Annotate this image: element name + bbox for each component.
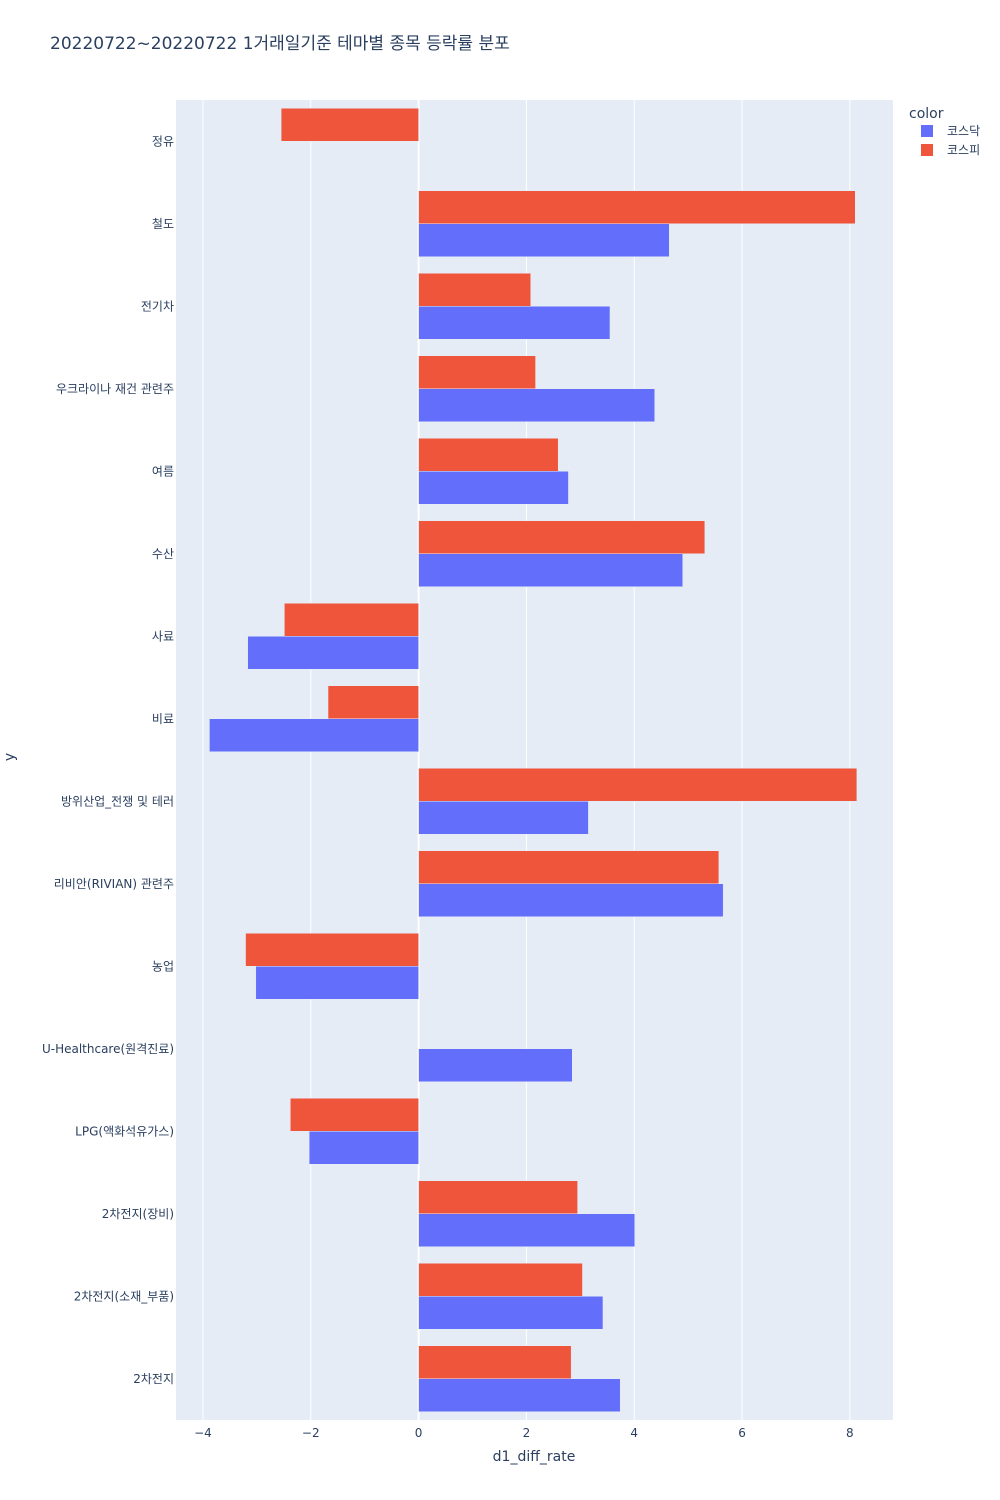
bar-kosdaq bbox=[418, 306, 611, 340]
y-tick-label: 사료 bbox=[152, 629, 174, 643]
y-tick-label: 수산 bbox=[152, 547, 174, 561]
y-tick-label: 정유 bbox=[152, 134, 174, 148]
bar-kosdaq bbox=[418, 1296, 604, 1330]
bar-kospi bbox=[418, 273, 531, 307]
x-tick-label: 8 bbox=[846, 1426, 854, 1440]
y-tick-label: 비료 bbox=[152, 712, 174, 726]
x-tick-labels: −4 −2 0 2 4 6 8 bbox=[194, 1426, 854, 1440]
bar-kospi bbox=[418, 520, 706, 554]
bar-kosdaq bbox=[247, 636, 419, 670]
y-tick-label: 2차전지(소재_부품) bbox=[74, 1289, 174, 1303]
y-tick-label: 여름 bbox=[152, 464, 174, 478]
bar-kosdaq bbox=[418, 1378, 621, 1412]
y-tick-label: 철도 bbox=[152, 217, 174, 231]
bars bbox=[209, 108, 858, 1412]
bar-kosdaq bbox=[308, 1131, 419, 1165]
x-tick-label: 4 bbox=[630, 1426, 638, 1440]
y-tick-label: 2차전지(장비) bbox=[102, 1207, 174, 1221]
legend-title: color bbox=[909, 106, 944, 122]
bar-kospi bbox=[418, 1180, 578, 1214]
bar-kospi bbox=[418, 1263, 583, 1297]
bar-kospi bbox=[284, 603, 419, 637]
bar-kospi bbox=[418, 1345, 572, 1379]
bar-kosdaq bbox=[418, 801, 589, 835]
bar-kosdaq bbox=[418, 471, 569, 505]
y-tick-label: 리비안(RIVIAN) 관련주 bbox=[54, 877, 174, 891]
bar-kosdaq bbox=[418, 1048, 573, 1082]
bar-kospi bbox=[418, 768, 858, 802]
bar-kosdaq bbox=[418, 553, 684, 587]
bar-kosdaq bbox=[209, 718, 419, 752]
x-tick-label: −2 bbox=[302, 1426, 320, 1440]
bar-kosdaq bbox=[418, 883, 724, 917]
bar-kosdaq bbox=[418, 388, 655, 422]
chart-title: 20220722~20220722 1거래일기준 테마별 종목 등락률 분포 bbox=[50, 34, 510, 54]
bar-kospi bbox=[418, 190, 856, 224]
y-tick-label: 우크라이나 재건 관련주 bbox=[56, 382, 174, 396]
legend-label[interactable]: 코스피 bbox=[947, 143, 980, 157]
y-tick-label: 방위산업_전쟁 및 테러 bbox=[61, 794, 174, 808]
y-axis-title: y bbox=[2, 753, 18, 761]
y-tick-label: 2차전지 bbox=[133, 1372, 174, 1386]
bar-kosdaq bbox=[255, 966, 419, 1000]
bar-kospi bbox=[418, 438, 559, 472]
x-axis-title: d1_diff_rate bbox=[493, 1449, 576, 1465]
y-tick-label: U-Healthcare(원격진료) bbox=[42, 1042, 174, 1056]
y-tick-label: 전기차 bbox=[141, 299, 174, 313]
x-tick-label: 0 bbox=[415, 1426, 423, 1440]
y-tick-label: 농업 bbox=[152, 959, 174, 973]
bar-kospi bbox=[418, 850, 720, 884]
y-tick-label: LPG(액화석유가스) bbox=[75, 1124, 174, 1138]
bar-kospi bbox=[327, 685, 419, 719]
bar-kospi bbox=[245, 933, 419, 967]
x-tick-label: 2 bbox=[523, 1426, 531, 1440]
legend-swatch[interactable] bbox=[921, 144, 933, 156]
bar-kospi bbox=[290, 1098, 419, 1132]
x-tick-label: −4 bbox=[194, 1426, 212, 1440]
bar-kosdaq bbox=[418, 1213, 636, 1247]
bar-kospi bbox=[280, 108, 419, 142]
legend-label[interactable]: 코스닥 bbox=[947, 124, 980, 138]
bar-kospi bbox=[418, 355, 536, 389]
bar-kosdaq bbox=[418, 223, 670, 257]
x-tick-label: 6 bbox=[738, 1426, 746, 1440]
legend-swatch[interactable] bbox=[921, 125, 933, 137]
